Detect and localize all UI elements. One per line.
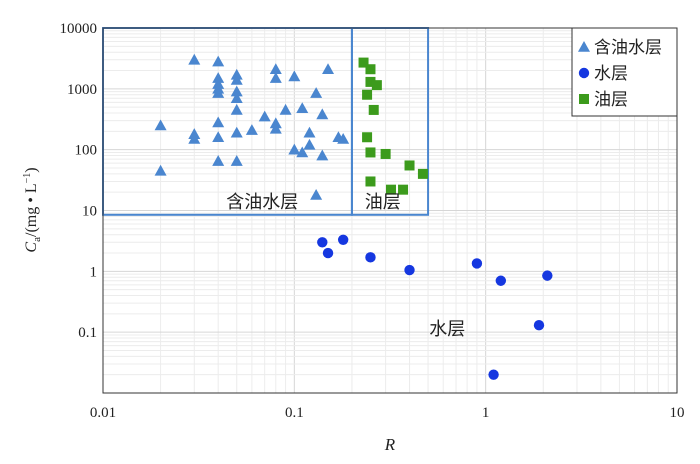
oil-water-layer-point [303, 138, 316, 150]
x-tick-label: 0.01 [90, 405, 116, 421]
oil-water-layer-point [296, 146, 309, 158]
oil-water-layer-point [288, 70, 301, 82]
y-axis-label-sub: a [31, 237, 43, 242]
oil-water-layer-point [269, 122, 282, 134]
legend-marker-triangle [578, 41, 590, 52]
oil-water-layer-point [269, 72, 282, 83]
oil-water-layer-point [212, 116, 225, 128]
oil-layer-point [362, 132, 373, 143]
y-tick-label: 100 [75, 143, 98, 159]
x-tick-labels: 0.01 0.1 1 10 [90, 405, 685, 421]
oil-layer-point [362, 89, 373, 100]
oil-water-layer-point [188, 132, 201, 144]
legend-label: 水层 [594, 64, 628, 84]
oil-water-layer-point [316, 108, 329, 120]
region-label: 油层 [365, 192, 401, 213]
water-layer-point [542, 270, 553, 281]
oil-water-layer-point [212, 155, 225, 166]
oil-water-layer-point [212, 131, 225, 143]
oil-water-layer-point [303, 126, 316, 138]
oil-layer-point [398, 184, 409, 195]
oil-water-layer-point [310, 188, 323, 200]
oil-water-layer-point [212, 72, 225, 83]
oil-water-layer-point [337, 132, 350, 144]
y-axis-label: Ca/(mg • L−1) [22, 167, 43, 252]
x-tick-label: 10 [670, 405, 685, 421]
y-axis-label-main: C [23, 242, 40, 253]
legend-marker-circle [578, 67, 590, 79]
y-tick-label: 1000 [67, 82, 97, 98]
water-layer-point [488, 369, 499, 380]
oil-layer-point [368, 104, 379, 115]
y-tick-label: 1 [90, 264, 98, 280]
oil-layer-point [404, 160, 415, 171]
oil-water-layer-point [230, 155, 243, 166]
oil-layer-point [365, 64, 376, 75]
oil-water-layer-point [154, 119, 167, 131]
oil-water-layer-point [310, 87, 323, 98]
y-axis-label-close: ) [23, 167, 40, 172]
oil-water-layer-point [269, 117, 282, 129]
axis-layer [102, 27, 678, 394]
oil-water-layer-point [269, 63, 282, 75]
legend-label: 油层 [594, 90, 628, 110]
annotation-label: 水层 [429, 319, 465, 340]
oil-layer-point [380, 148, 391, 159]
water-layer-point [404, 264, 415, 276]
oil-water-layer-point [230, 85, 243, 97]
oil-water-layer-point [230, 92, 243, 104]
oil-layer-point [385, 184, 396, 195]
region-layer [102, 27, 430, 216]
y-tick-label: 10000 [60, 21, 98, 37]
x-tick-label: 0.1 [285, 405, 304, 421]
oil-layer-point [365, 176, 376, 187]
oil-water-layer-point [296, 102, 309, 114]
y-axis-label-sup: −1 [22, 173, 33, 184]
y-axis-label-unit: /(mg • L [23, 183, 40, 237]
x-tick-label: 1 [482, 405, 490, 421]
y-tick-label: 0.1 [78, 325, 97, 341]
plot-frame [102, 27, 678, 394]
region-boundary [102, 27, 353, 216]
oil-layer-point [371, 80, 382, 91]
y-tick-labels: 0.1 1 10 100 1000 10000 [60, 21, 98, 341]
legend-marker-square [579, 94, 589, 104]
water-layer-point [317, 237, 328, 248]
water-layer-point [322, 247, 334, 259]
region-label: 含油水层 [226, 192, 298, 213]
oil-water-layer-point [322, 63, 335, 75]
oil-water-layer-point [288, 143, 301, 155]
oil-layer-point [417, 168, 428, 179]
water-layer-point [365, 252, 376, 263]
oil-water-layer-point [258, 110, 271, 122]
water-layer-point [495, 275, 507, 286]
oil-water-layer-point [212, 55, 225, 67]
water-layer-point [533, 320, 545, 331]
oil-layer-point [365, 76, 376, 87]
oil-water-layer-point [188, 53, 201, 65]
oil-layer-point [358, 57, 369, 68]
legend-label: 含油水层 [594, 38, 662, 58]
oil-water-layer-point [212, 87, 225, 98]
water-layer-point [471, 258, 483, 269]
oil-water-layer-point [245, 124, 258, 135]
oil-water-layer-point [154, 164, 167, 176]
data-points [154, 53, 553, 380]
y-tick-label: 10 [82, 204, 97, 220]
oil-layer-point [365, 147, 376, 158]
oil-water-layer-point [230, 73, 243, 85]
oil-water-layer-point [279, 103, 292, 115]
x-axis-label: R [384, 435, 396, 454]
oil-water-layer-point [230, 103, 243, 115]
oil-water-layer-point [230, 126, 243, 138]
oil-water-layer-point [316, 149, 329, 161]
legend-box [571, 27, 678, 117]
water-layer-point [337, 234, 349, 245]
